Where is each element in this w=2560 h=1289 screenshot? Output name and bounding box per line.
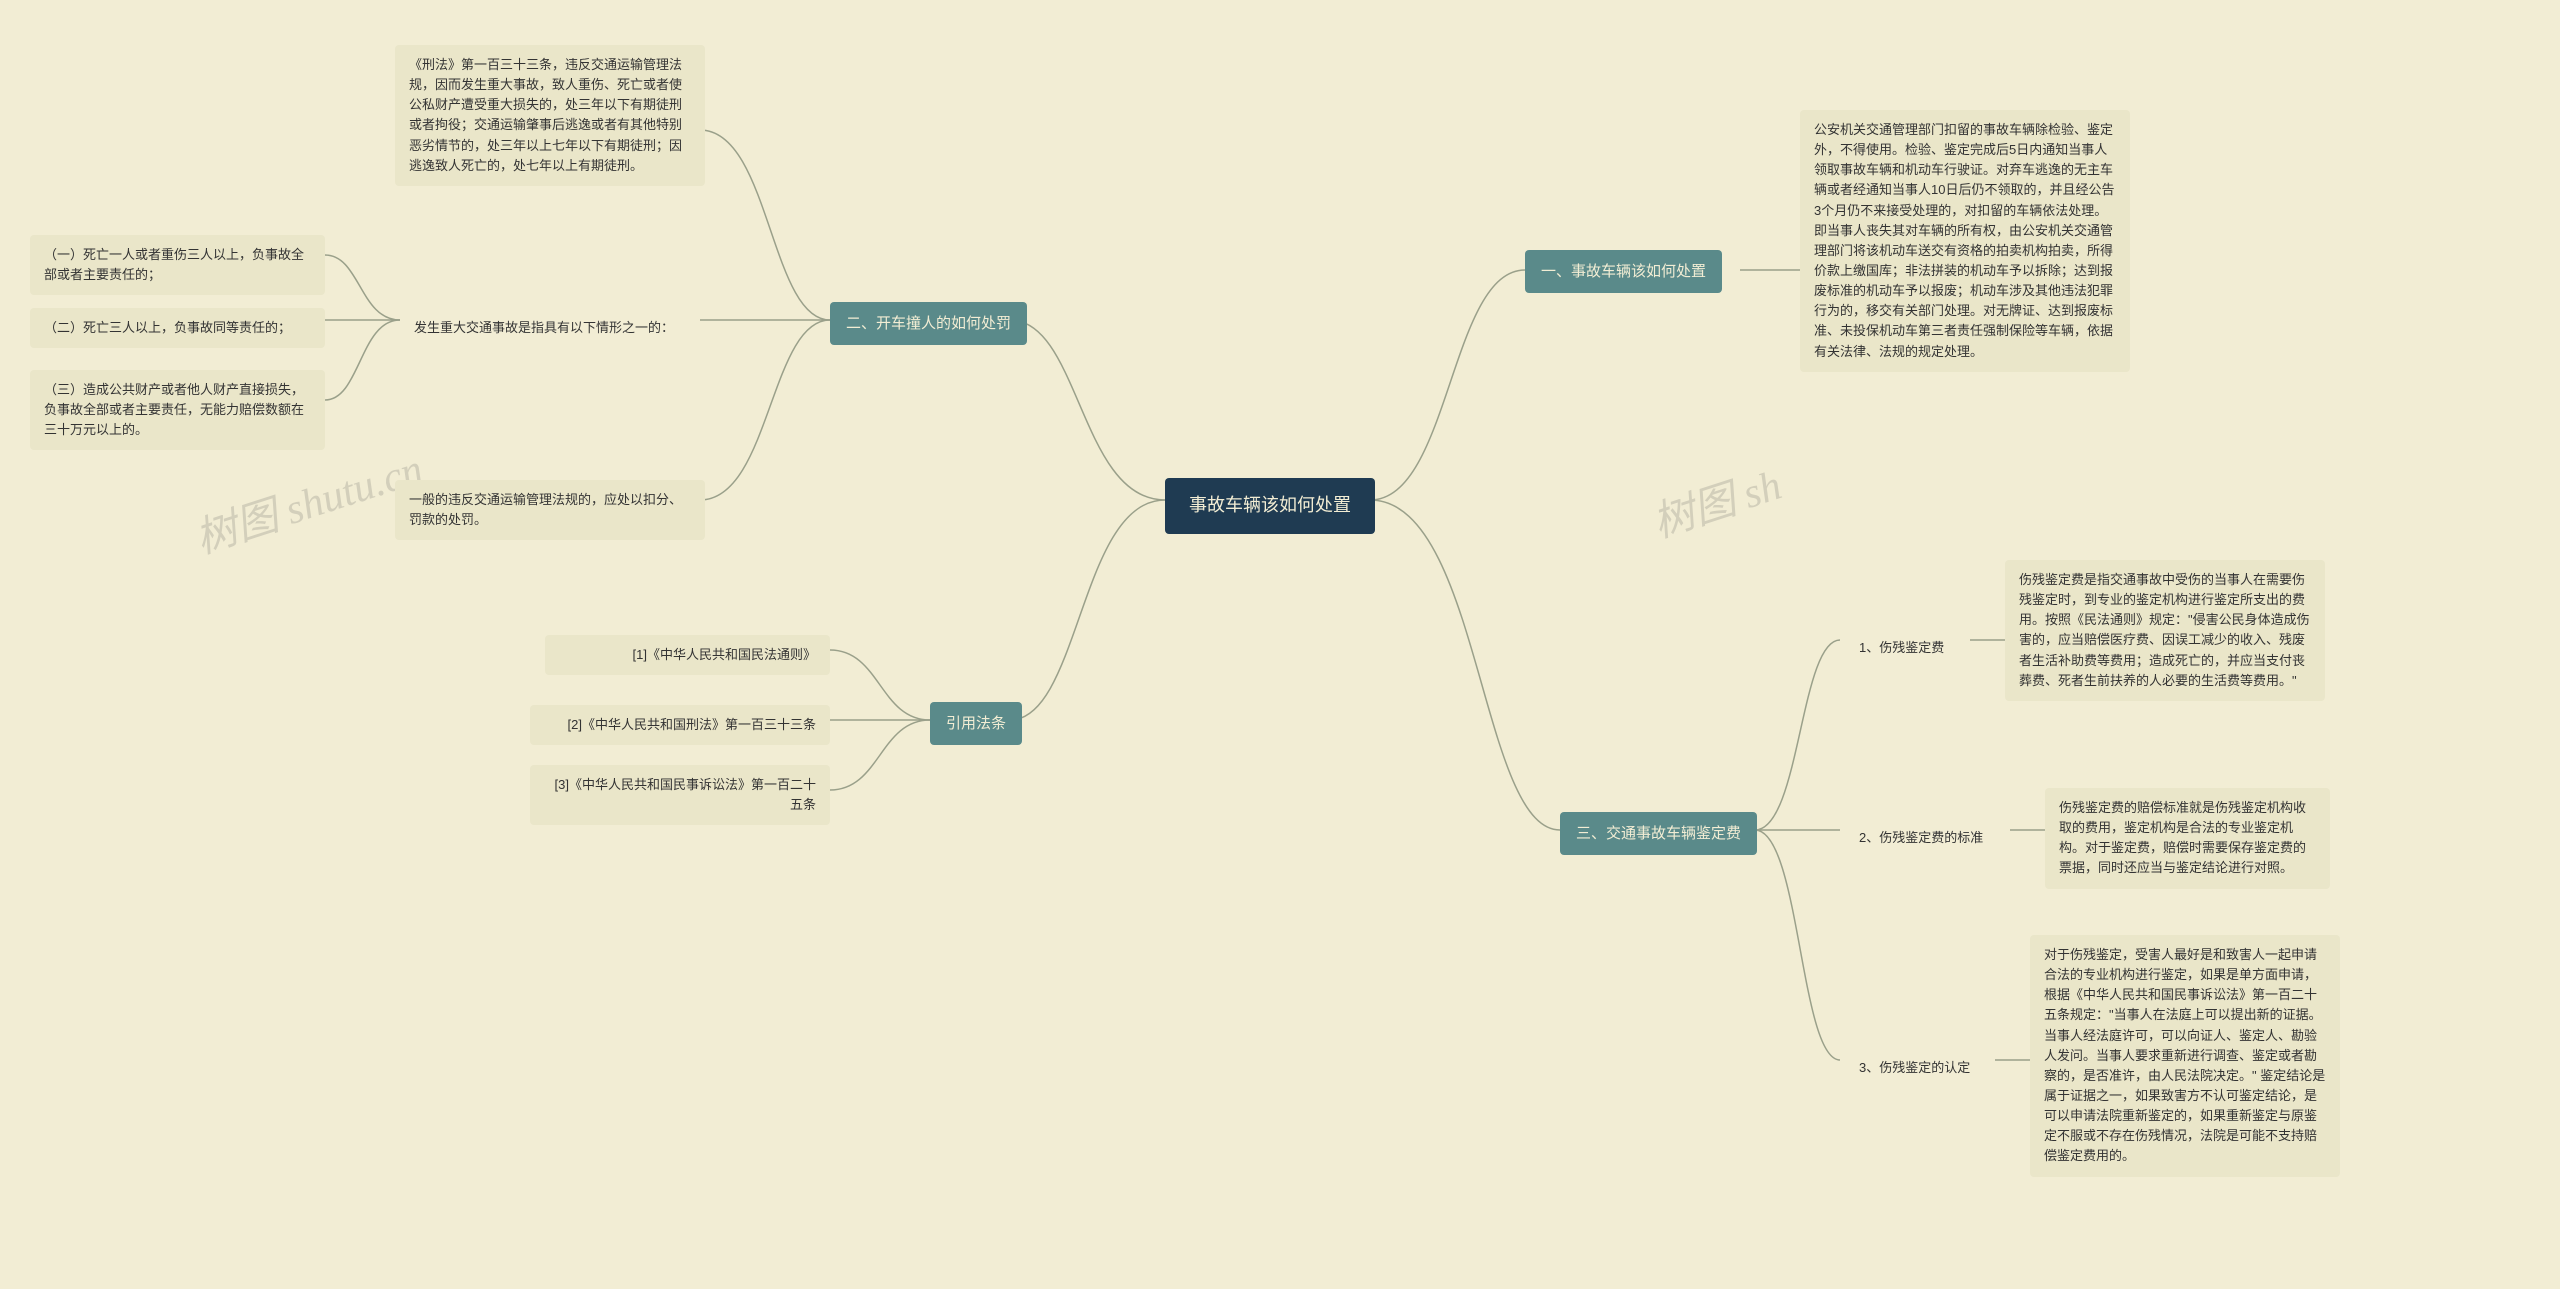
left2-leaf3: 一般的违反交通运输管理法规的，应处以扣分、罚款的处罚。 — [395, 480, 705, 540]
branch-left-2: 二、开车撞人的如何处罚 — [830, 302, 1027, 345]
branch-right-3: 三、交通事故车辆鉴定费 — [1560, 812, 1757, 855]
left2-sub2: （二）死亡三人以上，负事故同等责任的； — [30, 308, 325, 348]
root-node: 事故车辆该如何处置 — [1165, 478, 1375, 534]
branch-left-cite: 引用法条 — [930, 702, 1022, 745]
right3-item3-label: 3、伤残鉴定的认定 — [1845, 1048, 1984, 1088]
leaf-right-1-text: 公安机关交通管理部门扣留的事故车辆除检验、鉴定外，不得使用。检验、鉴定完成后5日… — [1800, 110, 2130, 372]
right3-item3-text: 对于伤残鉴定，受害人最好是和致害人一起申请合法的专业机构进行鉴定，如果是单方面申… — [2030, 935, 2340, 1177]
cite-1: [1]《中华人民共和国民法通则》 — [545, 635, 830, 675]
right3-item2-label: 2、伤残鉴定费的标准 — [1845, 818, 1997, 858]
watermark: 树图 shutu.cn — [186, 435, 429, 566]
right3-item1-text: 伤残鉴定费是指交通事故中受伤的当事人在需要伤残鉴定时，到专业的鉴定机构进行鉴定所… — [2005, 560, 2325, 701]
left2-sub3: （三）造成公共财产或者他人财产直接损失，负事故全部或者主要责任，无能力赔偿数额在… — [30, 370, 325, 450]
left2-leaf1: 《刑法》第一百三十三条，违反交通运输管理法规，因而发生重大事故，致人重伤、死亡或… — [395, 45, 705, 186]
right3-item2-text: 伤残鉴定费的赔偿标准就是伤残鉴定机构收取的费用，鉴定机构是合法的专业鉴定机构。对… — [2045, 788, 2330, 889]
watermark: 树图 sh — [1644, 451, 1788, 550]
cite-2: [2]《中华人民共和国刑法》第一百三十三条 — [530, 705, 830, 745]
cite-3: [3]《中华人民共和国民事诉讼法》第一百二十五条 — [530, 765, 830, 825]
branch-right-1: 一、事故车辆该如何处置 — [1525, 250, 1722, 293]
right3-item1-label: 1、伤残鉴定费 — [1845, 628, 1958, 668]
left2-sub1: （一）死亡一人或者重伤三人以上，负事故全部或者主要责任的； — [30, 235, 325, 295]
left2-leaf2-label: 发生重大交通事故是指具有以下情形之一的： — [400, 308, 700, 348]
